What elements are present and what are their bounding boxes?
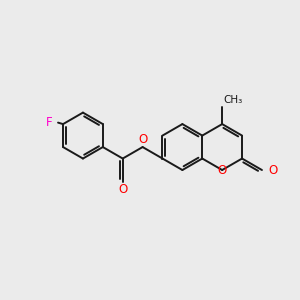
Text: O: O [138,133,147,146]
Text: O: O [218,164,227,177]
Text: F: F [46,116,53,129]
Text: O: O [268,164,278,176]
Text: O: O [118,183,127,196]
Text: CH₃: CH₃ [224,95,243,105]
